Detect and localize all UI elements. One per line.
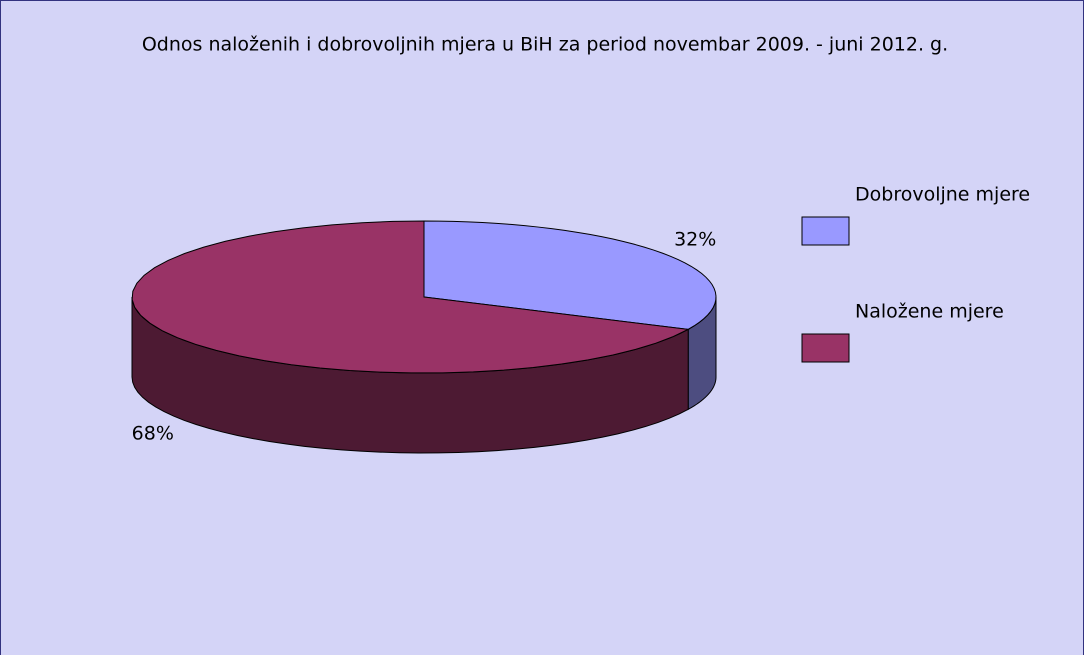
legend-swatch xyxy=(801,216,850,246)
legend-label: Naložene mjere xyxy=(855,301,1004,323)
pie-slice xyxy=(423,220,717,330)
data-label: 68% xyxy=(132,423,174,445)
legend-label: Dobrovoljne mjere xyxy=(855,184,1030,206)
data-label: 32% xyxy=(674,228,716,250)
pie-slice xyxy=(131,220,690,374)
legend-swatch xyxy=(801,333,850,363)
chart-title: Odnos naloženih i dobrovoljnih mjera u B… xyxy=(142,34,948,56)
